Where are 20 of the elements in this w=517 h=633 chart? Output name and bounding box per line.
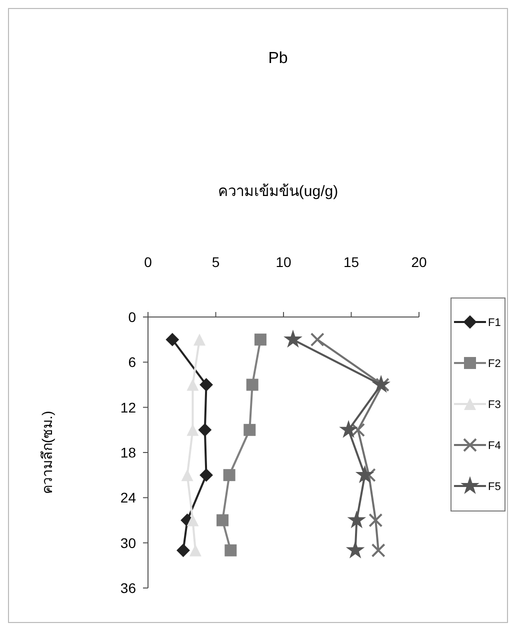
x-axis-title: ความเข้มข้น(ug/g): [218, 183, 338, 200]
y-tick-label: 6: [128, 354, 136, 370]
x-tick-label: 15: [343, 254, 360, 270]
legend-label: F2: [488, 358, 501, 370]
legend-label: F1: [488, 317, 501, 329]
chart-title: Pb: [268, 50, 288, 67]
y-tick-label: 12: [120, 399, 136, 416]
y-tick-label: 24: [120, 490, 136, 506]
legend-label: F5: [488, 481, 501, 493]
y-tick-label: 18: [120, 444, 136, 460]
legend-label: F4: [488, 440, 501, 452]
x-tick-label: 10: [276, 254, 292, 270]
y-tick-label: 0: [128, 309, 136, 325]
y-axis-title: ความลึก(ซม.): [39, 410, 55, 494]
y-tick-label: 36: [120, 580, 136, 596]
y-tick-label: 30: [120, 534, 136, 551]
x-tick-label: 5: [212, 254, 220, 270]
x-tick-label: 0: [144, 254, 152, 270]
x-tick-label: 20: [411, 254, 427, 270]
legend-label: F3: [488, 399, 501, 411]
